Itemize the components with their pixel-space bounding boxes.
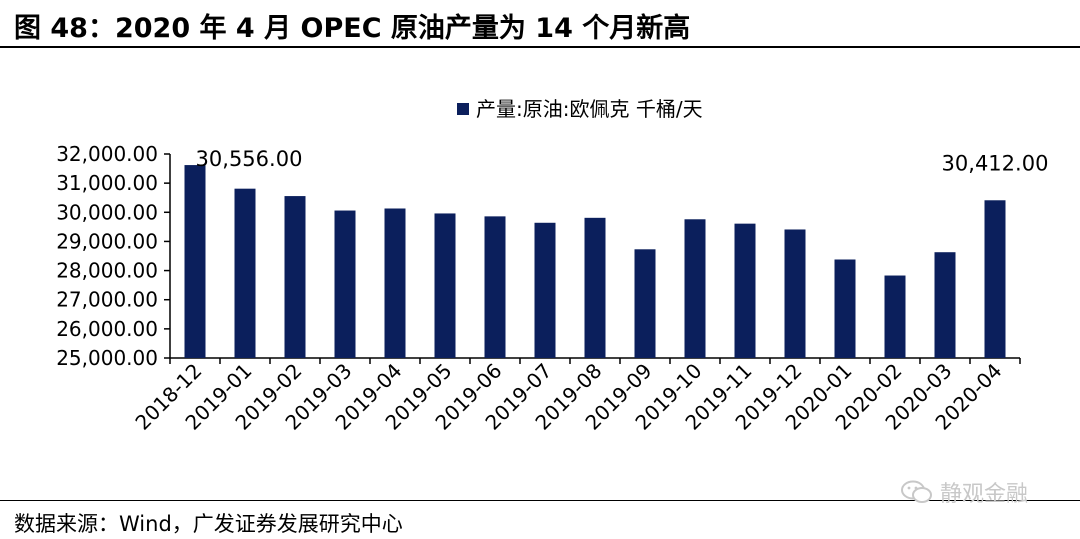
y-tick-label: 32,000.00 — [56, 142, 158, 166]
y-tick-label: 31,000.00 — [56, 171, 158, 195]
y-tick-label: 25,000.00 — [56, 346, 158, 370]
y-tick-label: 26,000.00 — [56, 317, 158, 341]
data-label: 30,556.00 — [196, 147, 303, 171]
bar — [784, 229, 806, 358]
bar — [484, 216, 506, 358]
data-labels: 30,556.00 30,412.00 — [196, 147, 1049, 175]
watermark: 静观金融 — [900, 476, 1028, 508]
bar — [884, 275, 906, 358]
bar — [684, 219, 706, 358]
bars — [184, 165, 1006, 358]
y-tick-label: 29,000.00 — [56, 229, 158, 253]
bar — [384, 208, 406, 358]
y-axis: 25,000.00 26,000.00 27,000.00 28,000.00 29,0… — [56, 142, 171, 370]
bar — [434, 213, 456, 358]
bar — [734, 223, 756, 358]
bar-chart: 产量:原油:欧佩克 千桶/天 25,000.00 26,000.00 27,000.… — [56, 97, 1049, 435]
bottom-rule — [0, 500, 1080, 501]
bar — [934, 252, 956, 358]
bar — [634, 249, 656, 358]
figure-title: 图 48：2020 年 4 月 OPEC 原油产量为 14 个月新高 — [14, 13, 691, 44]
top-rule — [0, 46, 1080, 48]
bar — [584, 217, 606, 358]
bar — [834, 259, 856, 358]
y-tick-label: 30,000.00 — [56, 200, 158, 224]
bar — [184, 165, 206, 358]
watermark-text: 静观金融 — [940, 482, 1029, 507]
x-axis: 2018-122019-012019-022019-032019-042019-… — [130, 357, 1021, 435]
legend-swatch — [457, 103, 469, 115]
bar — [284, 196, 306, 358]
data-label: 30,412.00 — [942, 151, 1049, 175]
legend-label: 产量:原油:欧佩克 千桶/天 — [476, 97, 703, 121]
y-tick-label: 27,000.00 — [56, 288, 158, 312]
legend: 产量:原油:欧佩克 千桶/天 — [457, 97, 703, 121]
bar — [534, 222, 556, 358]
bar — [234, 188, 256, 358]
bar — [984, 200, 1006, 358]
wechat-icon — [901, 480, 932, 503]
source-note: 数据来源：Wind，广发证券发展研究中心 — [14, 512, 403, 536]
bar — [334, 210, 356, 358]
y-tick-label: 28,000.00 — [56, 259, 158, 283]
